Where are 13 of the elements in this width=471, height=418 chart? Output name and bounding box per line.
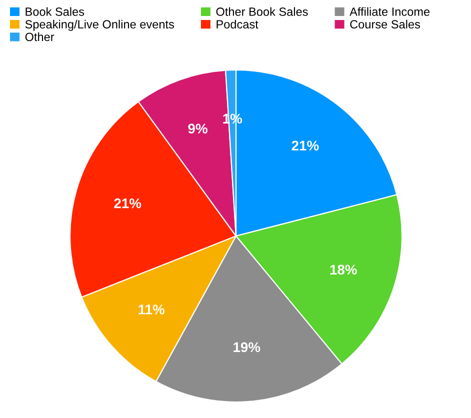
legend-label: Speaking/Live Online events [25,20,174,31]
data-label: 21% [292,140,319,151]
legend-label: Other Book Sales [216,7,308,16]
legend-label: Podcast [216,20,258,29]
data-label: 19% [234,342,260,352]
data-label: 9% [188,124,208,134]
data-label: 21% [114,198,142,208]
legend-label: Course Sales [350,20,420,29]
legend-label: Other [25,32,54,42]
data-label: 18% [330,264,357,275]
legend-label: Affiliate Income [350,7,430,16]
legend-label: Book Sales [26,7,84,16]
data-label: 11% [138,304,164,314]
